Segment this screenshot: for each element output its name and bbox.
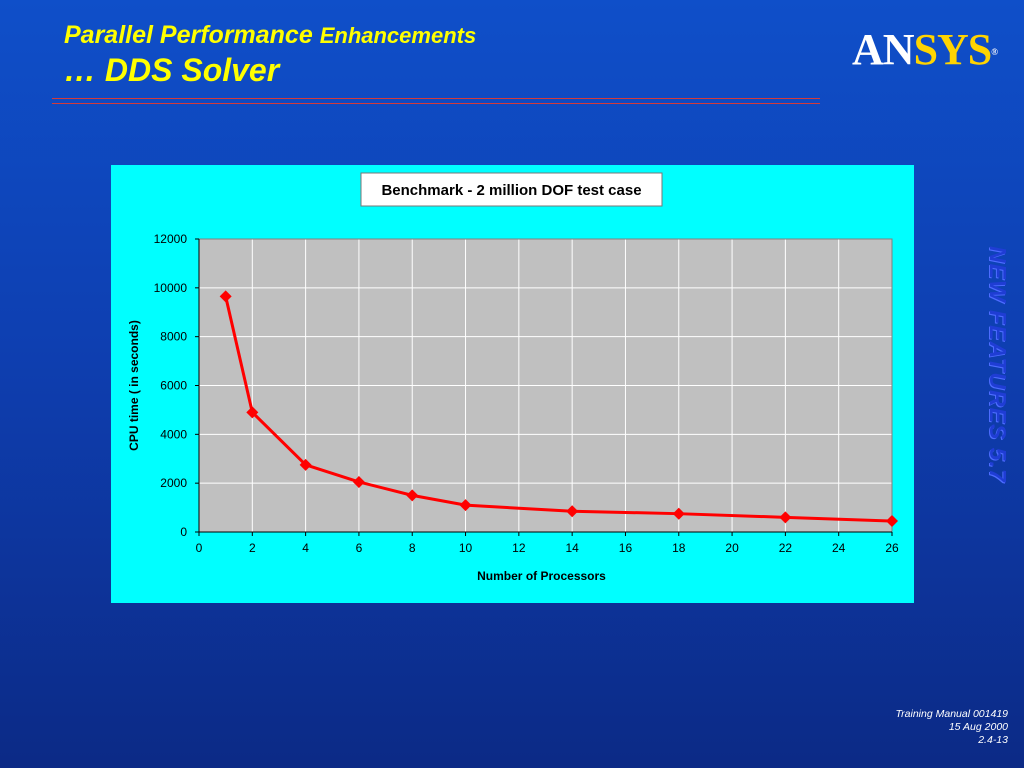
x-tick-label: 6	[356, 541, 363, 555]
y-tick-label: 6000	[160, 379, 187, 393]
data-point-marker	[459, 499, 472, 512]
x-tick-label: 8	[409, 541, 416, 555]
x-tick-label: 26	[885, 541, 899, 555]
chart-title-box	[360, 172, 663, 207]
title-line-1: Parallel Performance Enhancements	[64, 20, 476, 51]
ansys-logo: ANSYS®	[852, 25, 998, 74]
side-banner: NEW FEATURES 5.7	[985, 246, 1011, 483]
x-tick-label: 10	[459, 541, 473, 555]
series-line	[224, 296, 893, 523]
footer: Training Manual 001419 15 Aug 2000 2.4-1…	[896, 708, 1008, 747]
x-tick-label: 2	[249, 541, 256, 555]
slide-title: Parallel Performance Enhancements … DDS …	[64, 20, 476, 89]
x-tick-label: 14	[565, 541, 579, 555]
y-tick-label: 10000	[154, 281, 188, 295]
logo-sys: SYS	[913, 25, 993, 74]
y-tick-label: 2000	[160, 476, 187, 490]
chart-title: Benchmark - 2 million DOF test case	[381, 182, 641, 199]
title-divider	[52, 98, 820, 104]
logo-registered-mark: ®	[991, 47, 998, 57]
x-tick-label: 4	[302, 541, 309, 555]
footer-date: 15 Aug 2000	[948, 721, 1008, 733]
y-tick-label: 8000	[160, 330, 187, 344]
title-main: Parallel Performance	[64, 21, 313, 49]
chart-panel: Benchmark - 2 million DOF test case 0 2 4 6 8…	[111, 165, 914, 603]
data-point-marker	[566, 505, 579, 518]
data-point-marker	[299, 458, 312, 471]
footer-page: 2.4-13	[978, 734, 1008, 746]
data-point-marker	[672, 507, 685, 520]
y-tick-label: 0	[180, 525, 187, 539]
y-axis-label: CPU time ( in seconds)	[127, 320, 141, 451]
x-tick-label: 12	[512, 541, 526, 555]
x-tick-label: 16	[619, 541, 633, 555]
x-tick-label: 0	[196, 541, 203, 555]
title-sub: Enhancements	[319, 23, 477, 48]
data-point-marker	[352, 475, 365, 488]
footer-manual: Training Manual 001419	[895, 708, 1008, 720]
x-tick-label: 22	[779, 541, 793, 555]
data-point-marker	[886, 515, 898, 528]
x-tick-label: 24	[832, 541, 846, 555]
y-tick-label: 12000	[154, 232, 188, 246]
x-tick-label: 18	[672, 541, 686, 555]
x-axis-label: Number of Processors	[477, 569, 606, 583]
data-point-marker	[219, 290, 232, 303]
data-point-marker	[246, 406, 259, 419]
title-line-2: … DDS Solver	[64, 52, 280, 88]
data-point-marker	[406, 489, 419, 502]
logo-an: AN	[852, 25, 915, 74]
y-tick-label: 4000	[160, 427, 187, 441]
x-tick-label: 20	[725, 541, 739, 555]
